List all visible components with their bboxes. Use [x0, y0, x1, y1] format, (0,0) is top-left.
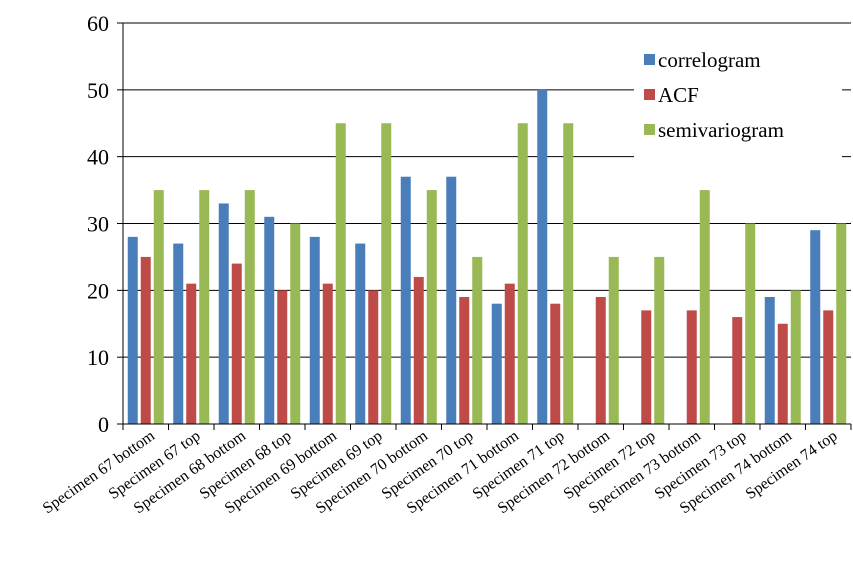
bar-correlogram-15	[810, 230, 821, 424]
axes	[117, 22, 852, 430]
bar-acf-4	[322, 283, 333, 424]
bar-acf-9	[550, 303, 561, 424]
y-tick-label: 30	[87, 212, 109, 237]
bar-acf-13	[732, 317, 743, 424]
y-tick-labels: 0 10 20 30 40 50 60	[87, 11, 109, 437]
bar-semivariogram-3	[290, 223, 301, 424]
bars	[127, 89, 847, 424]
y-tick-label: 20	[87, 278, 109, 303]
bar-acf-2	[231, 263, 242, 424]
bar-semivariogram-14	[790, 290, 801, 424]
bar-correlogram-5	[355, 243, 366, 424]
bar-correlogram-8	[491, 303, 502, 424]
legend-swatch-correlogram	[644, 54, 655, 65]
bar-acf-7	[459, 297, 470, 424]
bar-semivariogram-9	[563, 123, 574, 424]
bar-semivariogram-7	[472, 256, 483, 424]
bar-acf-14	[777, 323, 788, 424]
bar-semivariogram-8	[517, 123, 528, 424]
legend-label-acf: ACF	[658, 83, 699, 107]
bar-correlogram-7	[446, 176, 457, 424]
bar-semivariogram-4	[335, 123, 346, 424]
bar-semivariogram-2	[244, 190, 255, 424]
bar-acf-1	[186, 283, 197, 424]
bar-correlogram-3	[264, 216, 275, 424]
bar-correlogram-2	[218, 203, 229, 424]
bar-correlogram-0	[127, 236, 138, 424]
bar-acf-8	[504, 283, 515, 424]
legend-swatch-semivariogram	[644, 124, 655, 135]
bar-correlogram-1	[173, 243, 184, 424]
bar-acf-0	[140, 256, 151, 424]
bar-semivariogram-13	[745, 223, 756, 424]
bar-semivariogram-12	[699, 190, 710, 424]
legend-swatch-acf	[644, 89, 655, 100]
bar-correlogram-9	[537, 89, 548, 424]
y-tick-label: 60	[87, 11, 109, 36]
bar-semivariogram-10	[608, 256, 619, 424]
bar-semivariogram-0	[153, 190, 164, 424]
bar-semivariogram-15	[836, 223, 847, 424]
bar-semivariogram-11	[654, 256, 665, 424]
bar-acf-6	[413, 276, 424, 424]
gridlines	[123, 22, 851, 358]
y-tick-label: 50	[87, 78, 109, 103]
bar-acf-3	[277, 290, 288, 424]
y-tick-label: 0	[98, 412, 109, 437]
bar-correlogram-4	[309, 236, 320, 424]
bar-acf-11	[641, 310, 652, 424]
legend-label-correlogram: correlogram	[658, 48, 761, 72]
legend-label-semivariogram: semivariogram	[658, 118, 784, 142]
y-tick-label: 40	[87, 145, 109, 170]
bar-semivariogram-6	[426, 190, 437, 424]
bar-acf-12	[686, 310, 697, 424]
bar-acf-5	[368, 290, 379, 424]
bar-correlogram-14	[764, 297, 775, 424]
bar-acf-10	[595, 297, 606, 424]
bar-semivariogram-1	[199, 190, 210, 424]
y-tick-label: 10	[87, 345, 109, 370]
legend-box	[634, 40, 842, 168]
legend: correlogram ACF semivariogram	[634, 40, 842, 168]
bar-acf-15	[823, 310, 834, 424]
bar-semivariogram-5	[381, 123, 392, 424]
bar-correlogram-6	[400, 176, 411, 424]
